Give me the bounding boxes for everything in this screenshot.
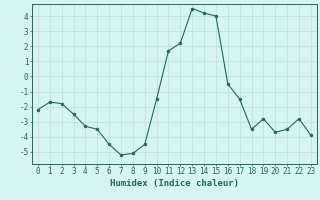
X-axis label: Humidex (Indice chaleur): Humidex (Indice chaleur): [110, 179, 239, 188]
